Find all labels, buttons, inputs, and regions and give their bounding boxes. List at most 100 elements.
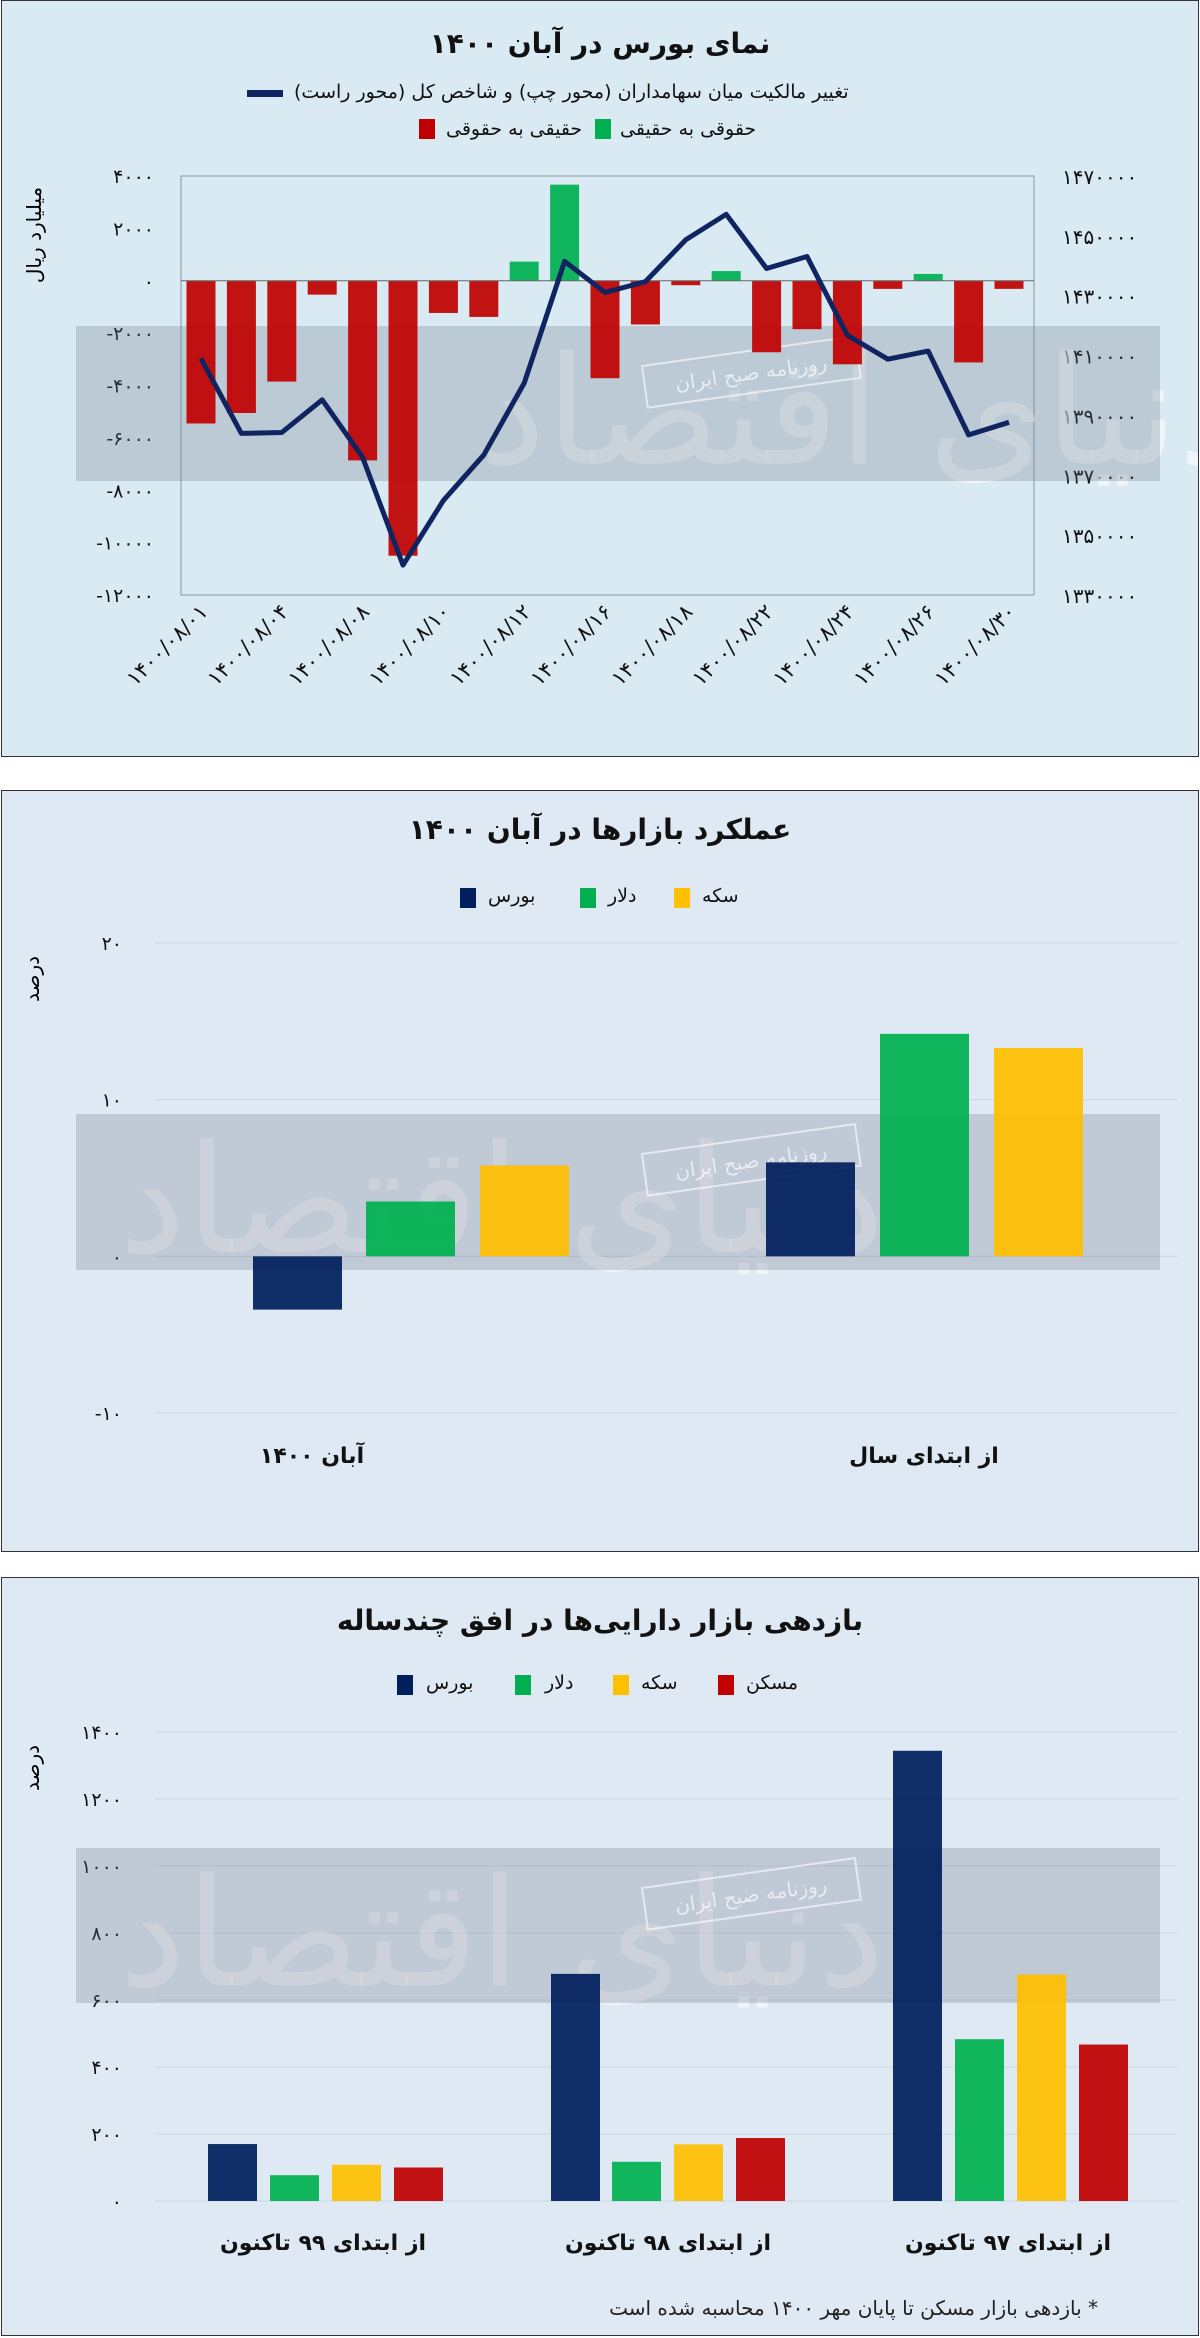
bar-2-1 <box>674 2144 723 2201</box>
legend-coin-swatch <box>613 1675 629 1695</box>
legend-housing-label: مسکن <box>746 1672 799 1694</box>
right-y-tick-label: ۱۳۵۰۰۰۰ <box>1062 524 1137 548</box>
right-y-tick-label: ۱۴۳۰۰۰۰ <box>1062 285 1137 309</box>
category-label: از ابتدای ۹۸ تاکنون <box>565 2231 771 2256</box>
bar-red <box>428 280 458 313</box>
left-y-tick-label: ۲۰۰۰ <box>113 218 154 240</box>
x-tick-label: ۱۴۰۰/۰۸/۲۲ <box>687 600 778 691</box>
left-y-tick-label: -۱۲۰۰۰ <box>96 585 154 607</box>
bar-green <box>913 273 943 281</box>
watermark-stamp-border <box>640 1122 862 1197</box>
x-tick-label: ۱۴۰۰/۰۸/۱۸ <box>607 600 698 691</box>
bar-2-0 <box>332 2164 381 2201</box>
bar-red <box>752 280 782 353</box>
right-y-tick-label: ۱۴۵۰۰۰۰ <box>1062 225 1137 249</box>
bar-red <box>388 280 418 556</box>
x-tick-label: ۱۴۰۰/۰۸/۰۴ <box>203 600 294 691</box>
bar-1-1 <box>612 2161 661 2201</box>
y-tick-label: ۶۰۰ <box>91 1990 122 2012</box>
bar-3-1 <box>736 2138 785 2201</box>
category-label: از ابتدای ۹۷ تاکنون <box>905 2231 1111 2256</box>
category-label: آبان ۱۴۰۰ <box>260 1441 365 1469</box>
left-y-tick-label: -۸۰۰۰ <box>106 480 154 502</box>
left-y-tick-label: -۲۰۰۰ <box>106 323 154 345</box>
chart-title: نمای بورس در آبان ۱۴۰۰ <box>429 27 771 60</box>
legend-green-swatch <box>595 119 611 139</box>
chart-title: بازدهی بازار دارایی‌ها در افق چندساله <box>336 1604 864 1637</box>
chart-title: عملکرد بازارها در آبان ۱۴۰۰ <box>408 813 792 846</box>
bar-red <box>994 280 1024 289</box>
left-y-tick-label: -۴۰۰۰ <box>106 376 154 398</box>
y-tick-label: ۱۰ <box>102 1090 122 1112</box>
legend-coin-label: سکه <box>641 1672 678 1694</box>
bar-green <box>711 271 741 281</box>
bar-red <box>186 280 216 424</box>
y-tick-label: ۴۰۰ <box>91 2057 122 2079</box>
left-y-tick-label: ۴۰۰۰ <box>113 166 154 188</box>
y-tick-label: ۰ <box>112 1246 122 1268</box>
bar-0-0 <box>253 1256 342 1310</box>
left-y-tick-label: -۱۰۰۰۰ <box>96 533 154 555</box>
bar-red <box>226 280 256 413</box>
bar-2-2 <box>1017 1974 1066 2201</box>
right-y-tick-label: ۱۳۹۰۰۰۰ <box>1062 404 1137 428</box>
legend-bourse-swatch <box>397 1675 413 1695</box>
legend-line-label: تغییر مالکیت میان سهامداران (محور چپ) و … <box>294 81 849 103</box>
legend-dollar-swatch <box>580 888 596 908</box>
bar-green <box>509 261 539 281</box>
bar-red <box>307 280 337 295</box>
bar-red <box>671 280 701 286</box>
y-tick-label: ۱۰۰۰ <box>81 1856 122 1878</box>
right-y-tick-label: ۱۴۱۰۰۰۰ <box>1062 345 1137 369</box>
left-y-tick-label: ۰ <box>144 271 154 293</box>
y-tick-label: ۸۰۰ <box>91 1923 122 1945</box>
legend-dollar-swatch <box>515 1675 531 1695</box>
bar-0-0 <box>208 2144 257 2201</box>
legend-dollar-label: دلار <box>608 885 637 907</box>
bar-red <box>590 280 620 379</box>
category-label: از ابتدای سال <box>849 1444 999 1469</box>
legend-dollar-label: دلار <box>545 1672 574 1694</box>
bar-red <box>348 280 378 461</box>
bar-1-2 <box>955 2039 1004 2201</box>
bar-red <box>832 280 862 365</box>
bar-1-1 <box>880 1033 969 1257</box>
watermark-band <box>76 1848 1160 2003</box>
y-tick-label: -۱۰ <box>95 1403 122 1425</box>
legend-green-label: حقوقی به حقیقی <box>620 118 757 140</box>
x-tick-label: ۱۴۰۰/۰۸/۰۸ <box>283 600 374 691</box>
bar-red <box>630 280 660 325</box>
legend-bourse-swatch <box>460 888 476 908</box>
x-tick-label: ۱۴۰۰/۰۸/۳۰ <box>930 600 1021 691</box>
watermark-logo: دنیای اقتصاد <box>119 1848 885 2022</box>
legend-bourse-label: بورس <box>426 1672 474 1694</box>
right-y-tick-label: ۱۳۷۰۰۰۰ <box>1062 464 1137 488</box>
legend-bourse-label: بورس <box>488 885 536 907</box>
bar-2-1 <box>994 1047 1083 1257</box>
bar-2-0 <box>480 1165 569 1257</box>
multi-year-returns-chart-panel: بازدهی بازار دارایی‌ها در افق چندساله بو… <box>1 1577 1199 2336</box>
category-label: از ابتدای ۹۹ تاکنون <box>220 2231 426 2256</box>
legend-line-swatch <box>247 90 283 97</box>
chart-plot: ۴۰۰۰ ۲۰۰۰ ۰ -۲۰۰۰ -۴۰۰۰ -۶۰۰۰ -۸۰۰۰ -۱۰۰۰۰ -۱۲۰۰… <box>76 165 1198 691</box>
bar-0-1 <box>766 1162 855 1257</box>
bar-1-0 <box>270 2175 319 2201</box>
y-tick-label: ۱۴۰۰ <box>81 1722 122 1744</box>
legend-housing-swatch <box>718 1675 734 1695</box>
y-tick-label: ۲۰۰ <box>91 2124 122 2146</box>
y-tick-label: ۱۲۰۰ <box>81 1789 122 1811</box>
legend-red-label: حقیقی به حقوقی <box>446 118 583 140</box>
bar-0-1 <box>551 1973 600 2201</box>
y-tick-label: ۲۰ <box>102 933 122 955</box>
x-tick-label: ۱۴۰۰/۰۸/۲۴ <box>768 600 859 691</box>
watermark-band <box>76 1114 1160 1270</box>
x-tick-label: ۱۴۰۰/۰۸/۰۱ <box>122 600 213 691</box>
legend-coin-label: سکه <box>702 885 739 907</box>
y-tick-label: ۰ <box>112 2191 122 2213</box>
footnote: * بازدهی بازار مسکن تا پایان مهر ۱۴۰۰ مح… <box>609 2296 1098 2320</box>
markets-performance-chart-panel: عملکرد بازارها در آبان ۱۴۰۰ بورس دلار سک… <box>1 790 1199 1552</box>
right-y-tick-label: ۱۳۳۰۰۰۰ <box>1062 584 1137 608</box>
bar-red <box>873 280 903 289</box>
x-tick-label: ۱۴۰۰/۰۸/۱۲ <box>445 600 536 691</box>
chart-plot: ۲۰۱۰۰-۱۰دنیای اقتصادروزنامه صبح ایرانآبا… <box>76 933 1177 1469</box>
